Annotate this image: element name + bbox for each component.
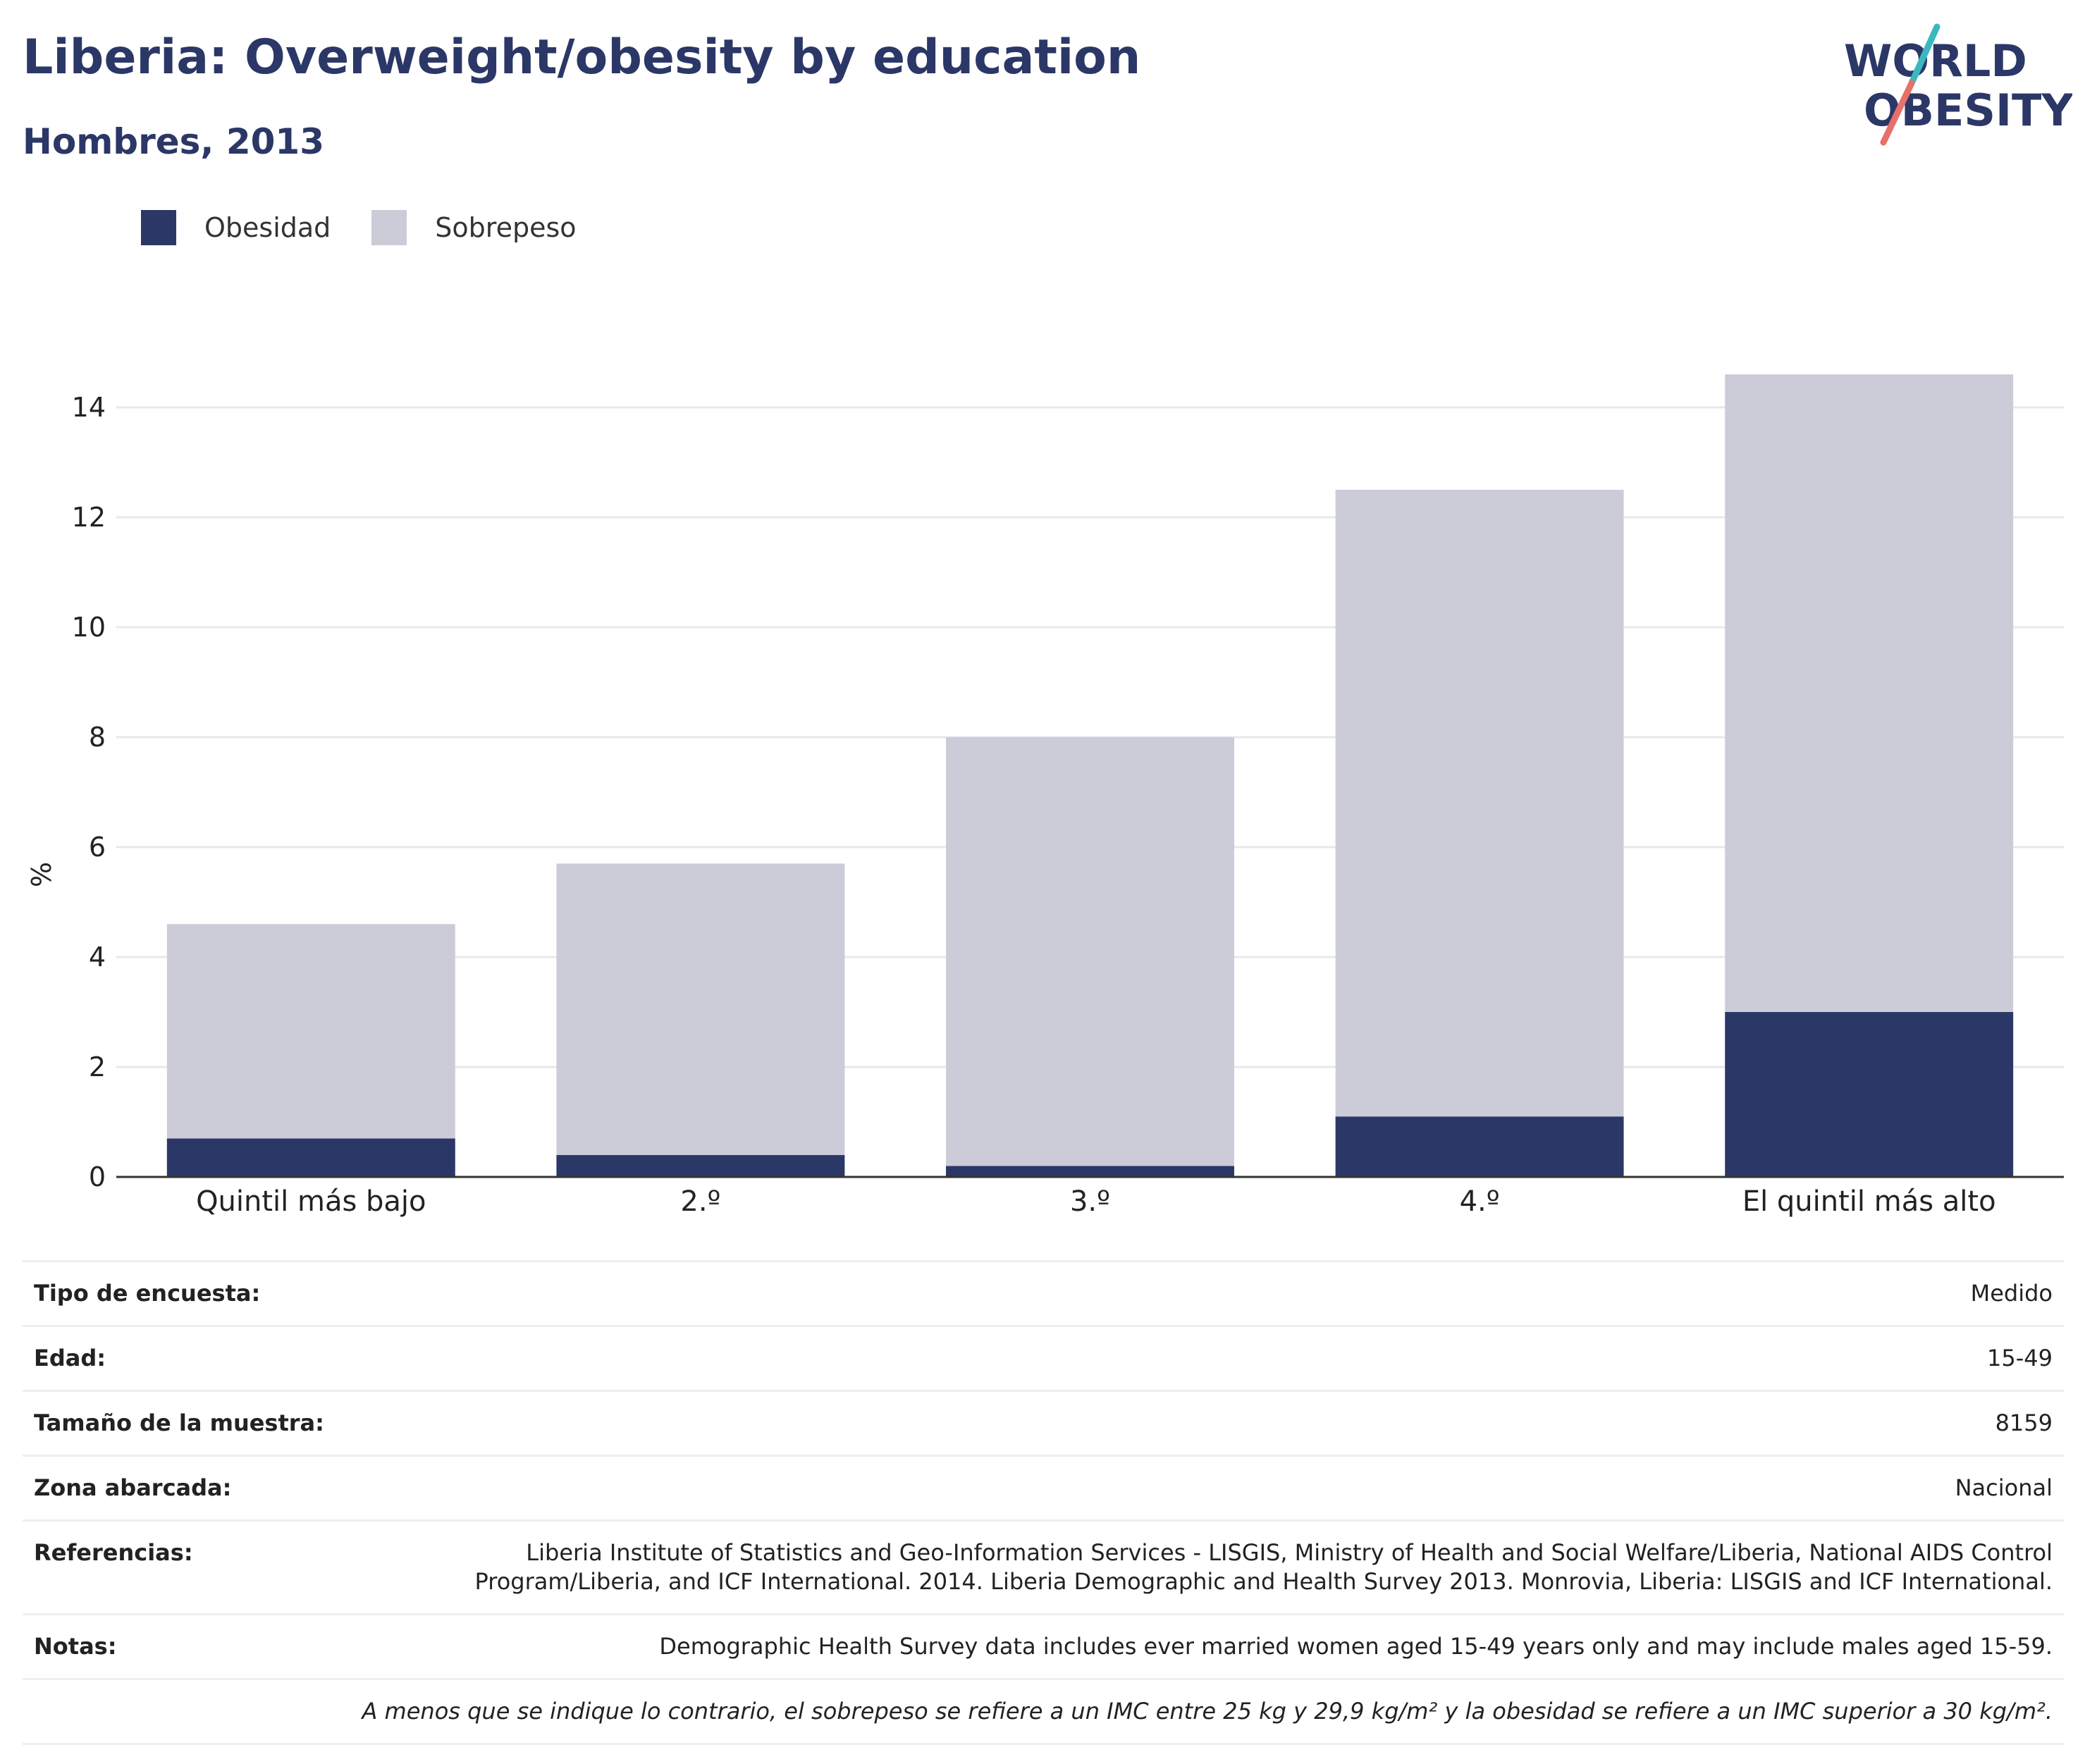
info-label-age: Edad: [23, 1325, 440, 1391]
info-label-sample-size: Tamaño de la muestra: [23, 1390, 440, 1456]
bar-obesidad-4 [1725, 1012, 2014, 1177]
y-axis-label: % [26, 862, 57, 887]
y-tick-label-4: 4 [89, 942, 106, 973]
legend: Obesidad Sobrepeso [141, 210, 617, 245]
bar-sobrepeso-2 [946, 737, 1234, 1166]
legend-label-sobrepeso: Sobrepeso [435, 212, 577, 243]
info-value-sample-size: 8159 [440, 1390, 2064, 1456]
logo-line-obesity: OBESITY [1864, 85, 2072, 136]
info-row-area: Zona abarcada: Nacional [23, 1455, 2064, 1521]
info-value-area: Nacional [440, 1455, 2064, 1521]
y-tick-label-6: 6 [89, 832, 106, 863]
info-label-survey-type: Tipo de encuesta: [23, 1260, 440, 1326]
legend-item-sobrepeso[interactable]: Sobrepeso [371, 210, 577, 245]
legend-item-obesidad[interactable]: Obesidad [141, 210, 331, 245]
y-tick-label-12: 12 [72, 502, 106, 533]
bar-sobrepeso-3 [1335, 490, 1624, 1117]
info-value-survey-type: Medido [440, 1260, 2064, 1326]
info-footnote: A menos que se indique lo contrario, el … [23, 1678, 2064, 1745]
info-value-notes: Demographic Health Survey data includes … [440, 1613, 2064, 1679]
bar-obesidad-3 [1335, 1116, 1624, 1177]
legend-swatch-sobrepeso [371, 210, 407, 245]
info-label-references: Referencias: [23, 1519, 440, 1615]
logo-slash-teal [1908, 23, 1941, 87]
info-value-references: Liberia Institute of Statistics and Geo-… [440, 1519, 2064, 1615]
logo-line-world: WORLD [1844, 35, 2027, 87]
bar-obesidad-1 [556, 1154, 845, 1177]
info-row-survey-type: Tipo de encuesta: Medido [23, 1260, 2064, 1326]
bar-sobrepeso-4 [1725, 374, 2014, 1012]
bar-sobrepeso-1 [556, 863, 845, 1155]
y-tick-label-2: 2 [89, 1051, 106, 1083]
bar-chart: 0 2 4 6 8 10 12 14% Quintil más bajo 2.º 3.º 4.º El … [26, 374, 2064, 1218]
info-row-references: Referencias: Liberia Institute of Statis… [23, 1519, 2064, 1615]
info-row-age: Edad: 15-49 [23, 1325, 2064, 1391]
x-tick-label-4: El quintil más alto [1742, 1185, 1996, 1218]
info-value-age: 15-49 [440, 1325, 2064, 1391]
y-tick-label-14: 14 [72, 392, 106, 423]
logo-slash-coral [1880, 80, 1915, 146]
y-tick-label-0: 0 [89, 1161, 106, 1192]
x-tick-label-0: Quintil más bajo [196, 1185, 426, 1218]
info-label-notes: Notas: [23, 1613, 440, 1679]
y-tick-label-8: 8 [89, 722, 106, 753]
legend-swatch-obesidad [141, 210, 176, 245]
legend-label-obesidad: Obesidad [204, 212, 331, 243]
bar-sobrepeso-0 [166, 924, 455, 1139]
x-tick-label-3: 4.º [1460, 1185, 1500, 1218]
x-tick-label-2: 3.º [1070, 1185, 1110, 1218]
chart-title: Liberia: Overweight/obesity by education [23, 30, 1141, 85]
survey-info-table: Tipo de encuesta: Medido Edad: 15-49 Tam… [23, 1260, 2064, 1745]
world-obesity-logo: WORLD OBESITY [1844, 23, 2072, 146]
info-row-footnote: A menos que se indique lo contrario, el … [23, 1678, 2064, 1745]
info-row-notes: Notas: Demographic Health Survey data in… [23, 1613, 2064, 1679]
chart-subtitle: Hombres, 2013 [23, 121, 324, 162]
y-tick-label-10: 10 [72, 612, 106, 643]
bar-obesidad-0 [166, 1138, 455, 1177]
info-row-sample-size: Tamaño de la muestra: 8159 [23, 1390, 2064, 1456]
bar-obesidad-2 [946, 1166, 1234, 1177]
info-label-area: Zona abarcada: [23, 1455, 440, 1521]
x-tick-label-1: 2.º [680, 1185, 720, 1218]
